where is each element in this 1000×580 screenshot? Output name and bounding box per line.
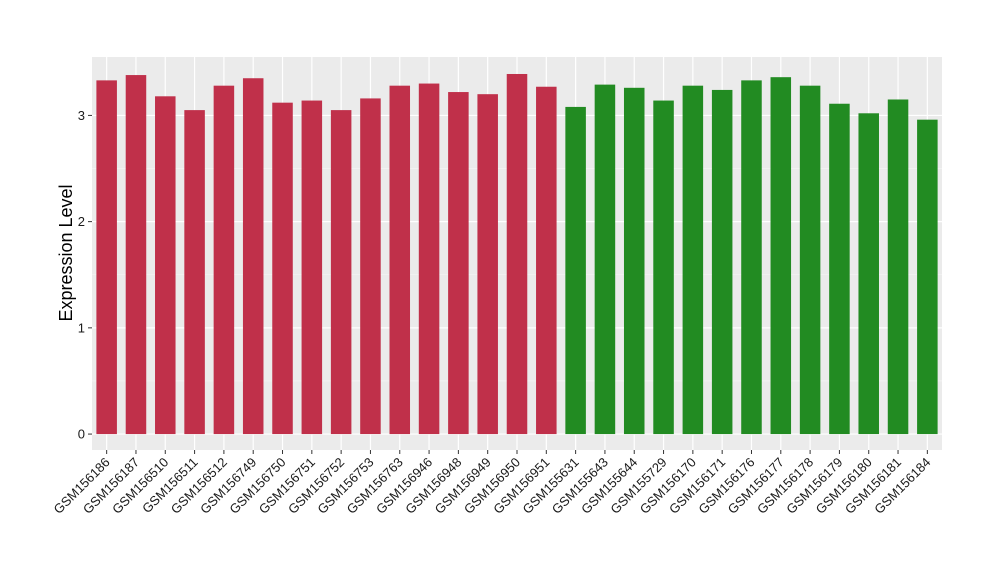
bars xyxy=(96,73,938,435)
bar-GSM156180 xyxy=(858,113,879,435)
y-tick-label: 1 xyxy=(78,320,85,335)
bar-GSM156948 xyxy=(448,92,469,435)
bar-GSM155643 xyxy=(594,84,616,435)
bar-GSM155644 xyxy=(623,87,645,435)
bar-GSM156950 xyxy=(506,73,528,435)
x-axis: GSM156186GSM156187GSM156510GSM156511GSM1… xyxy=(51,450,933,517)
bar-GSM156181 xyxy=(887,99,909,435)
bar-GSM156178 xyxy=(799,85,821,435)
bar-GSM156187 xyxy=(125,75,147,435)
bar-GSM156184 xyxy=(917,119,938,435)
bar-GSM156949 xyxy=(477,94,498,435)
bar-GSM156751 xyxy=(301,100,323,435)
bar-GSM156176 xyxy=(741,80,762,435)
bar-GSM155631 xyxy=(565,106,586,435)
bar-GSM156170 xyxy=(682,85,704,435)
bar-GSM156510 xyxy=(155,96,176,435)
y-tick-label: 0 xyxy=(78,427,85,442)
bar-GSM156951 xyxy=(536,86,557,435)
y-tick-label: 3 xyxy=(78,108,85,123)
bar-GSM156511 xyxy=(184,110,205,435)
bar-GSM156186 xyxy=(96,80,117,435)
bar-GSM156512 xyxy=(213,85,235,435)
bar-GSM156177 xyxy=(770,77,792,435)
y-tick-label: 2 xyxy=(78,214,85,229)
bar-GSM156753 xyxy=(360,98,381,435)
bar-GSM156946 xyxy=(418,83,440,435)
y-axis: 0 1 2 3 xyxy=(78,108,92,442)
bar-GSM156763 xyxy=(389,85,411,435)
y-axis-title: Expression Level xyxy=(56,184,76,321)
bar-GSM156749 xyxy=(242,78,264,435)
bar-GSM156750 xyxy=(272,102,293,435)
bar-GSM156179 xyxy=(829,103,850,435)
bar-GSM155729 xyxy=(653,100,674,435)
bar-GSM156752 xyxy=(330,110,352,435)
bar-GSM156171 xyxy=(711,89,733,435)
